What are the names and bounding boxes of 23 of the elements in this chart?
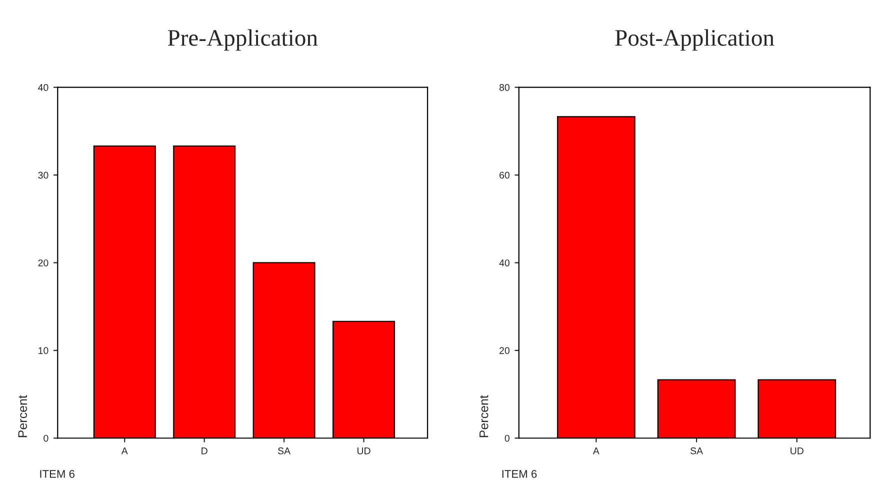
x-axis-title: ITEM 6 <box>40 470 74 478</box>
x-tick-label: D <box>202 448 208 454</box>
chart-title: Post-Application <box>615 29 774 51</box>
x-tick-label: A <box>121 448 128 454</box>
y-tick-label: 30 <box>38 172 48 179</box>
x-tick-label: SA <box>278 447 291 454</box>
y-tick-label: 0 <box>44 434 48 442</box>
y-tick-label: 80 <box>499 84 510 91</box>
x-tick-label: UD <box>357 448 370 454</box>
y-tick-label: 0 <box>504 434 510 442</box>
y-tick-label: 40 <box>499 259 510 266</box>
x-tick-label: UD <box>790 448 804 454</box>
y-tick-label: 60 <box>500 172 510 179</box>
x-tick-label: SA <box>690 447 703 454</box>
y-tick-label: 20 <box>500 347 510 354</box>
y-axis-title: Percent <box>480 395 488 438</box>
chart-title: Pre-Application <box>168 29 318 51</box>
y-axis-title: Percent <box>18 395 28 438</box>
y-tick-label: 20 <box>38 259 48 266</box>
y-tick-label: 10 <box>38 347 48 354</box>
y-tick-label: 40 <box>38 84 48 91</box>
x-tick-label: A <box>592 448 600 454</box>
x-axis-title: ITEM 6 <box>502 470 537 478</box>
